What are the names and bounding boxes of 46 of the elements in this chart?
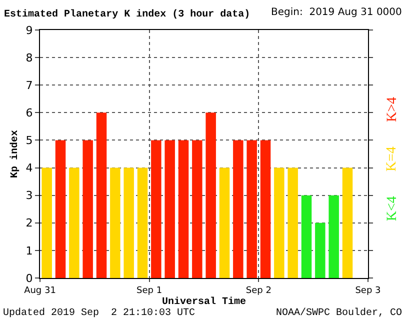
y-tick-label: 1: [26, 244, 33, 258]
text: Begin: 2019 Aug 31 0000: [271, 7, 402, 18]
y-tick-label: 6: [26, 106, 33, 120]
text: K=4: [384, 146, 400, 172]
text: Updated 2019 Sep 2 21:10:03 UTC: [3, 307, 196, 319]
bar: [219, 168, 230, 278]
y-tick-label: 2: [26, 216, 33, 230]
bar: [164, 140, 175, 278]
y-tick-label: 9: [26, 24, 33, 37]
y-tick-label: 4: [26, 162, 33, 175]
bar: [69, 168, 80, 278]
y-axis-title: Kp index: [8, 130, 21, 178]
y-tick-label: 8: [26, 51, 33, 64]
y-tick-label: 3: [26, 189, 33, 202]
bar: [82, 140, 93, 278]
bar: [42, 168, 52, 278]
bar: [260, 140, 271, 278]
x-tick-label: Sep 3: [355, 286, 381, 296]
bar: [315, 222, 326, 278]
bar: [233, 140, 244, 278]
bar: [151, 140, 162, 278]
bar: [342, 168, 353, 278]
x-axis-title: Universal Time: [162, 296, 246, 308]
chart-title: Estimated Planetary K index (3 hour data): [4, 8, 250, 21]
bar: [328, 195, 339, 278]
bar: [301, 195, 312, 278]
bar: [137, 168, 148, 278]
y-tick-label: 5: [26, 134, 33, 148]
bar: [288, 168, 298, 278]
bar: [274, 168, 284, 278]
text: K>4: [385, 96, 400, 122]
x-tick-label: Sep 2: [246, 286, 272, 296]
text: NOAA/SWPC Boulder, CO: [276, 307, 402, 319]
bar: [110, 168, 120, 278]
y-tick-label: 7: [26, 78, 33, 92]
bar: [206, 112, 216, 278]
bar: [178, 140, 189, 278]
text: K<4: [385, 196, 400, 222]
bar: [246, 140, 257, 278]
bar: [124, 168, 134, 278]
x-tick-label: Aug 31: [24, 286, 56, 296]
bar: [192, 140, 202, 278]
bar: [96, 112, 107, 278]
x-tick-label: Sep 1: [136, 286, 162, 296]
y-tick-label: 0: [26, 272, 33, 285]
bar: [55, 140, 66, 278]
